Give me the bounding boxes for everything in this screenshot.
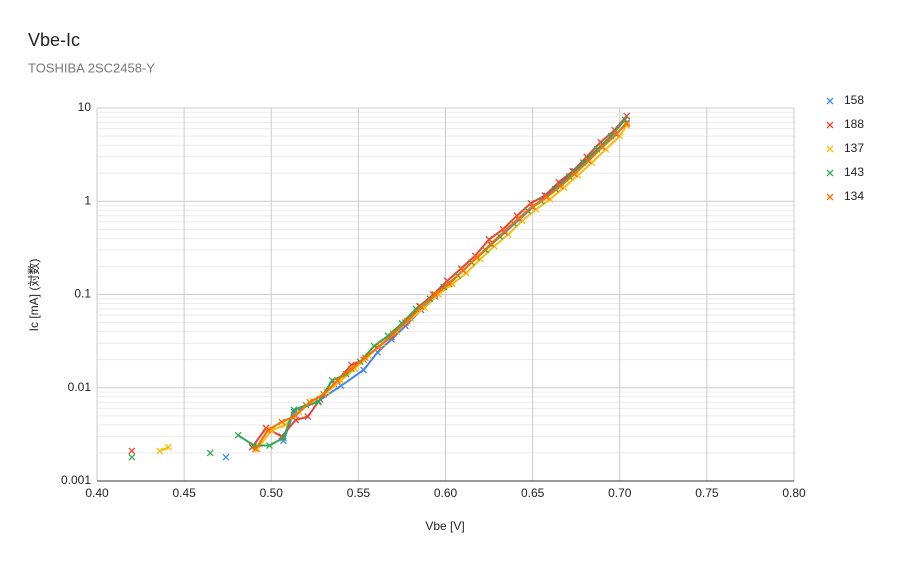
legend-marker	[826, 193, 834, 201]
marker	[485, 235, 493, 243]
marker	[473, 253, 481, 261]
x-tick-label: 0.50	[260, 486, 284, 500]
marker	[314, 398, 322, 406]
marker	[621, 116, 629, 124]
marker	[623, 121, 631, 129]
chart-subtitle: TOSHIBA 2SC2458-Y	[28, 60, 155, 75]
legend-marker	[826, 121, 834, 129]
y-tick-label: 10	[78, 100, 92, 114]
x-axis-title: Vbe [V]	[425, 519, 464, 533]
marker	[459, 267, 467, 275]
marker	[320, 390, 327, 398]
x-tick-label: 0.75	[695, 486, 719, 500]
y-tick-label: 0.1	[74, 287, 91, 301]
marker	[543, 193, 551, 201]
marker	[462, 269, 470, 277]
marker	[337, 382, 345, 390]
series-line	[254, 122, 628, 450]
legend-label: 158	[844, 93, 864, 107]
marker	[128, 447, 136, 455]
y-tick-label: 0.001	[61, 473, 91, 487]
marker	[431, 291, 439, 298]
marker	[529, 202, 537, 210]
marker	[612, 130, 620, 138]
x-tick-label: 0.70	[608, 486, 632, 500]
marker	[501, 227, 509, 235]
legend-marker	[826, 169, 834, 177]
marker	[266, 442, 273, 450]
legend-marker	[826, 145, 834, 153]
marker	[565, 172, 573, 180]
marker	[375, 342, 383, 350]
marker	[128, 453, 136, 461]
marker	[557, 182, 564, 190]
y-axis-title: Ic [mA] (対数)	[26, 259, 41, 332]
marker	[264, 426, 272, 434]
marker	[252, 445, 260, 453]
marker	[290, 406, 298, 414]
x-tick-label: 0.40	[85, 486, 109, 500]
marker	[278, 418, 286, 426]
marker	[222, 453, 230, 461]
x-tick-label: 0.60	[434, 486, 458, 500]
legend-label: 188	[844, 117, 864, 131]
marker	[361, 354, 369, 362]
marker	[306, 398, 314, 406]
marker	[206, 449, 214, 457]
marker	[602, 145, 610, 153]
marker	[515, 214, 523, 222]
y-tick-label: 1	[84, 193, 91, 207]
marker	[164, 443, 172, 451]
marker	[570, 170, 578, 178]
marker	[598, 143, 606, 151]
marker	[360, 366, 368, 374]
marker	[156, 447, 164, 455]
marker	[398, 319, 406, 327]
marker	[487, 240, 495, 248]
legend-label: 134	[844, 189, 864, 203]
x-tick-label: 0.65	[521, 486, 545, 500]
marker	[623, 112, 631, 120]
marker	[445, 280, 453, 288]
marker	[584, 157, 592, 165]
marker	[611, 126, 618, 134]
legend-marker	[826, 97, 834, 105]
x-tick-label: 0.45	[172, 486, 196, 500]
legend-label: 137	[844, 141, 864, 155]
chart-title: Vbe-Ic	[28, 30, 80, 50]
marker	[304, 413, 312, 421]
series-line	[251, 115, 628, 448]
marker	[623, 120, 631, 128]
marker	[334, 376, 341, 384]
marker	[279, 434, 287, 442]
x-tick-label: 0.55	[347, 486, 371, 500]
marker	[403, 317, 411, 325]
x-tick-label: 0.80	[782, 486, 806, 500]
marker	[292, 412, 300, 420]
marker	[234, 431, 242, 439]
marker	[518, 217, 526, 225]
marker	[417, 303, 425, 311]
marker	[347, 365, 355, 373]
legend-label: 143	[844, 165, 864, 179]
y-tick-label: 0.01	[68, 380, 92, 394]
marker	[616, 132, 624, 140]
marker	[389, 330, 397, 338]
